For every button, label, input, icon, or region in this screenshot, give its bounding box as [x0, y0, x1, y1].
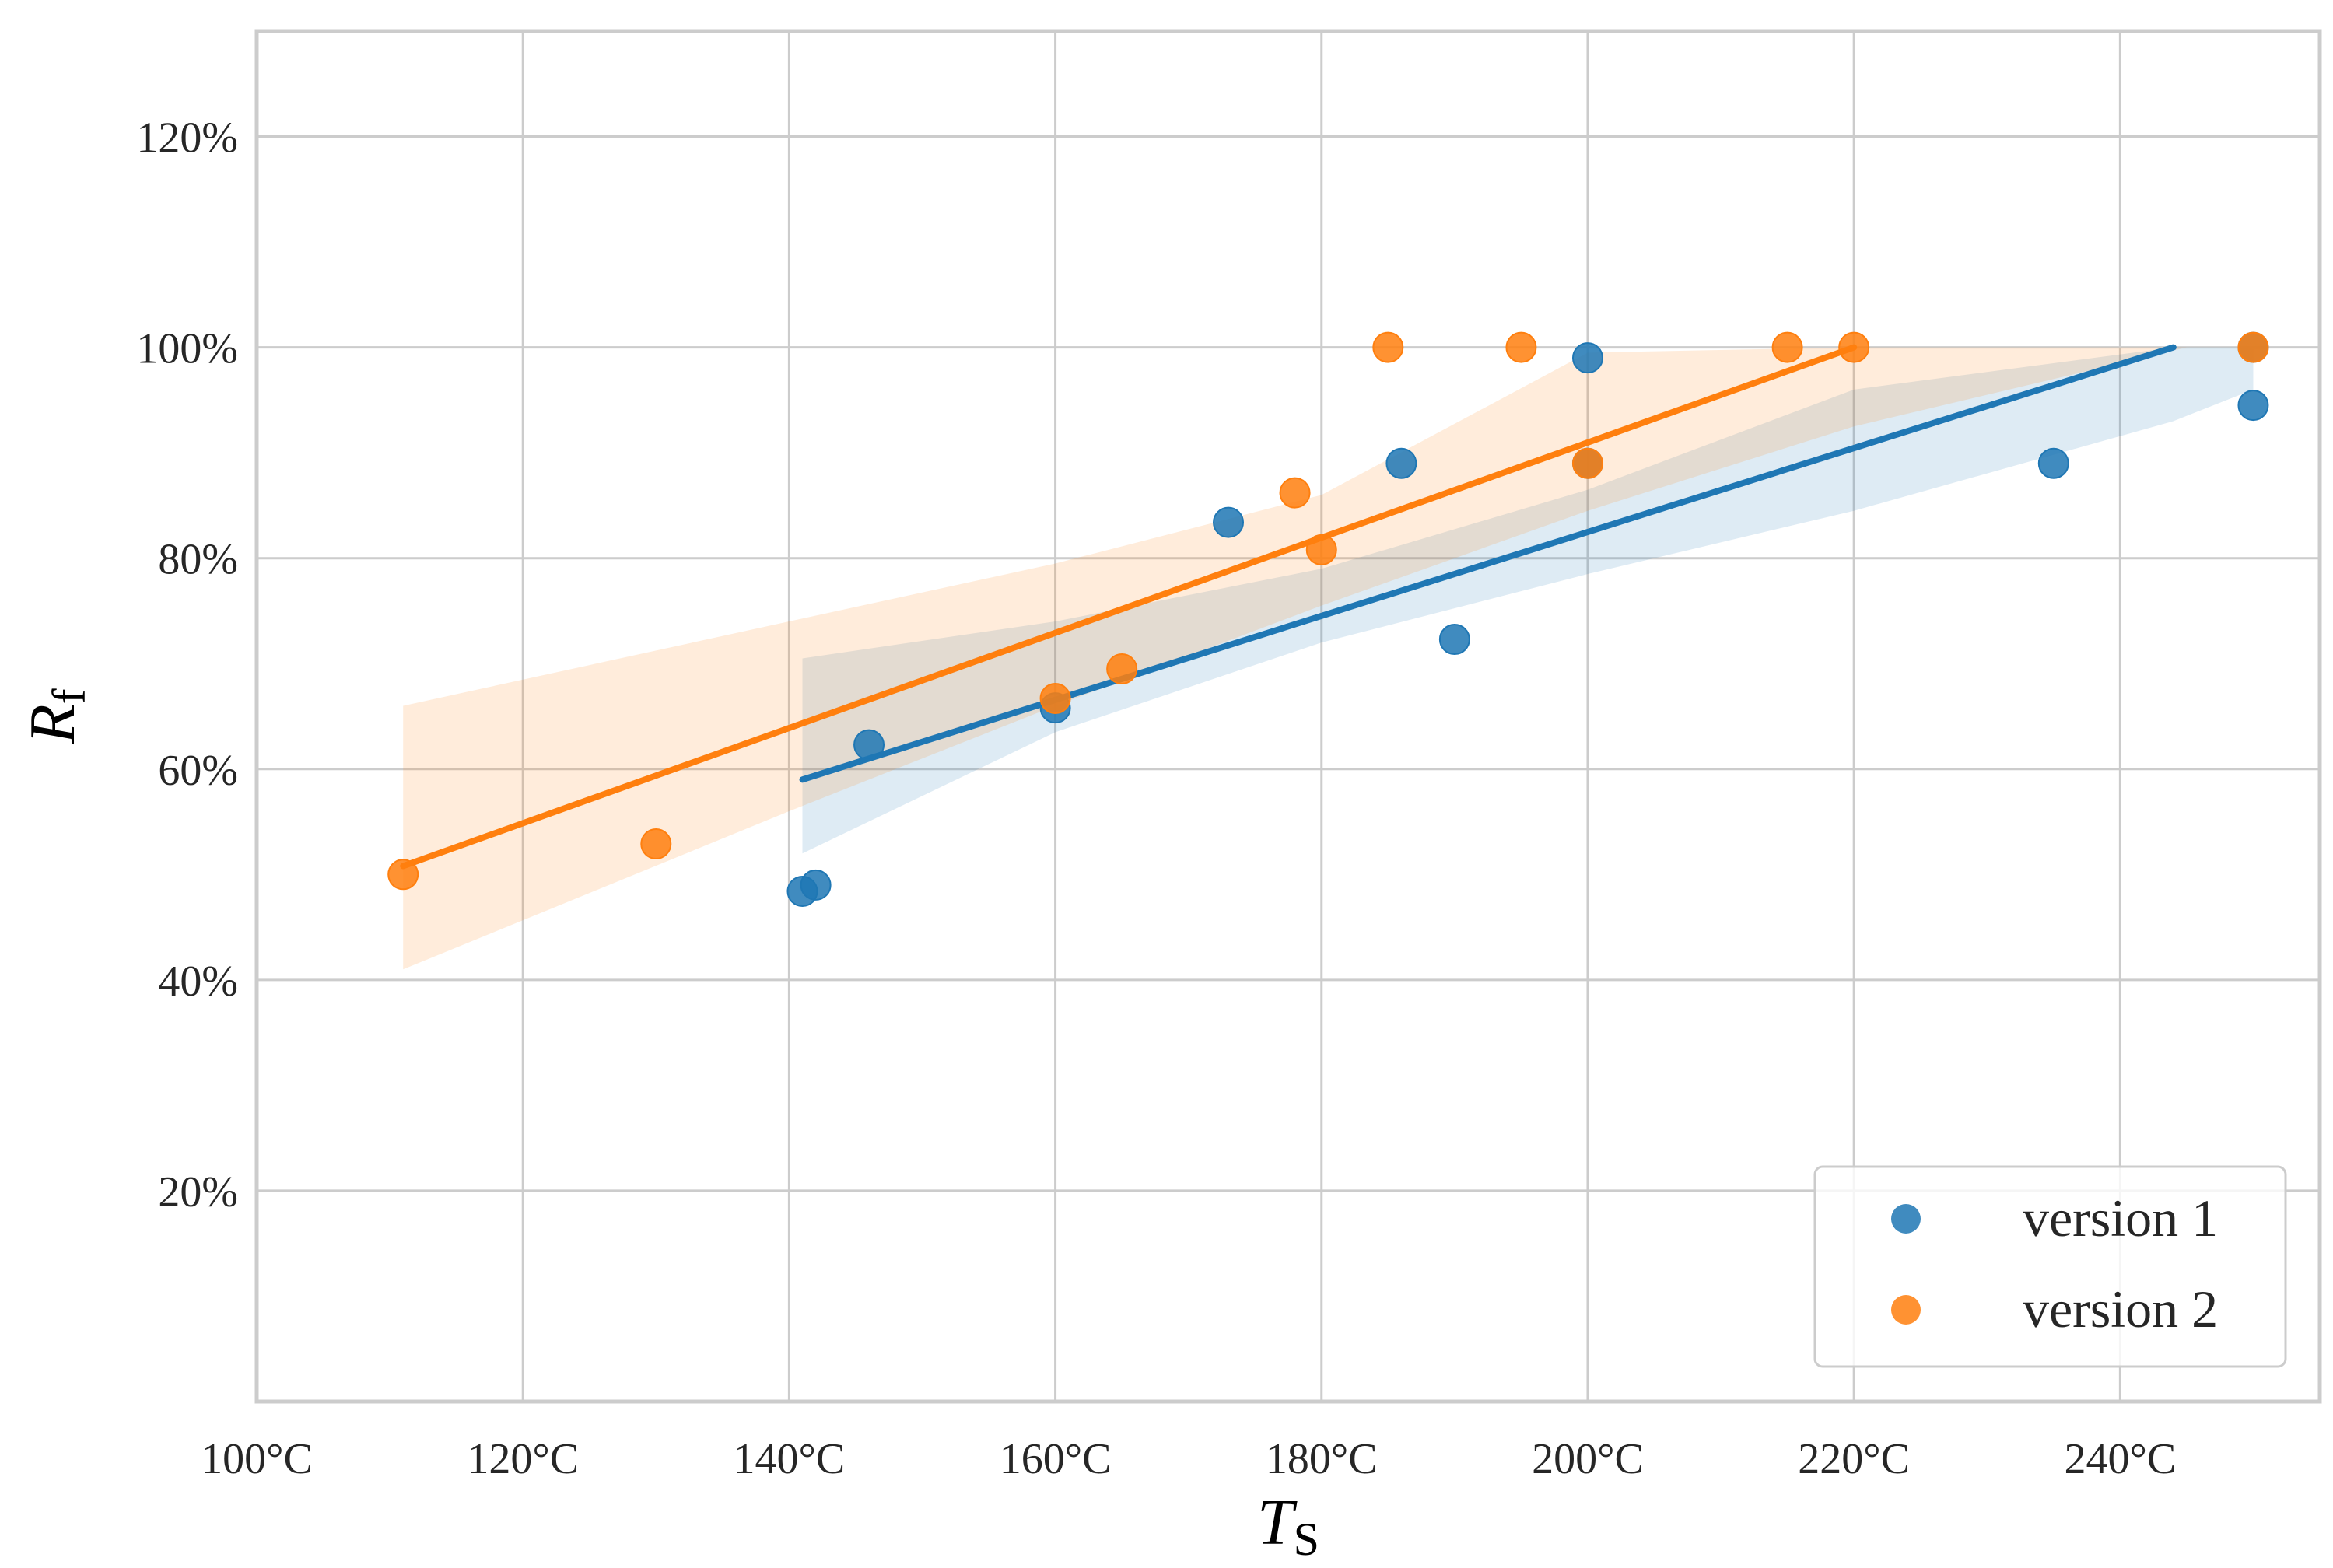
legend-label-version-1: version 1: [2023, 1188, 2218, 1248]
legend: version 1 version 2: [1813, 1165, 2287, 1368]
x-tick-label: 240°C: [2064, 1435, 2176, 1483]
y-tick-label: 60%: [158, 747, 238, 795]
data-point-series-2: [1039, 682, 1071, 714]
grid: [255, 31, 2320, 1402]
y-tick-label: 20%: [158, 1168, 238, 1216]
data-point-series-1: [853, 729, 885, 761]
regression-line-series-1: [799, 344, 2177, 783]
data-point-series-2: [640, 828, 672, 860]
regression-line-series-2: [400, 344, 1858, 870]
data-point-series-2: [1505, 331, 1537, 363]
legend-marker-version-2: [1891, 1295, 1921, 1325]
x-tick-label: 220°C: [1798, 1435, 1910, 1483]
data-point-series-1: [800, 869, 832, 901]
y-axis-title: Rf: [16, 688, 95, 744]
data-point-series-1: [1438, 624, 1470, 656]
x-tick-label: 140°C: [734, 1435, 846, 1483]
data-point-series-1: [1385, 447, 1417, 479]
legend-box: [1813, 1165, 2287, 1368]
data-point-series-1: [2037, 447, 2069, 479]
confidence-band-series-2: [403, 347, 2187, 970]
data-point-series-1: [1571, 342, 1603, 374]
x-tick-label: 200°C: [1532, 1435, 1644, 1483]
data-point-series-2: [387, 859, 419, 891]
data-point-series-2: [1279, 477, 1311, 509]
x-tick-label: 100°C: [201, 1435, 313, 1483]
data-point-series-2: [1838, 331, 1870, 363]
x-tick-label: 120°C: [467, 1435, 579, 1483]
y-tick-label: 120%: [136, 114, 238, 163]
plot-frame: [254, 29, 2322, 1404]
y-tick-label: 40%: [158, 957, 238, 1006]
y-tick-label: 100%: [136, 325, 238, 373]
data-point-series-2: [1771, 331, 1803, 363]
data-point-series-1: [2237, 390, 2269, 422]
confidence-bands: [403, 347, 2254, 970]
data-point-series-2: [2237, 331, 2269, 363]
data-point-series-2: [1305, 534, 1337, 565]
data-points: [387, 331, 2269, 907]
data-point-series-2: [1372, 331, 1404, 363]
legend-label-version-2: version 2: [2023, 1279, 2218, 1339]
x-axis-title: TS: [1257, 1486, 1319, 1565]
data-point-series-1: [1213, 506, 1245, 538]
x-tick-label: 180°C: [1266, 1435, 1378, 1483]
y-tick-label: 80%: [158, 536, 238, 584]
data-point-series-2: [1106, 653, 1138, 685]
tick-labels: 100°C 120°C 140°C 160°C 180°C 200°C 220°C 240°C…: [136, 114, 2176, 1483]
confidence-band-series-1: [802, 347, 2254, 854]
x-tick-label: 160°C: [1000, 1435, 1112, 1483]
regression-lines: [400, 344, 2177, 870]
data-point-series-2: [1571, 447, 1603, 479]
legend-marker-version-1: [1891, 1204, 1921, 1234]
